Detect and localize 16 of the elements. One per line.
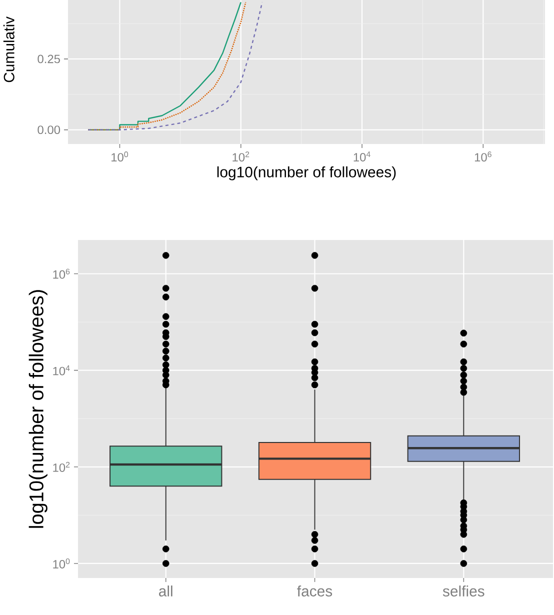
y-tick-label: 10$^{0}$: [53, 558, 70, 568]
x-tick-label: faces: [297, 586, 332, 596]
x-axis-title: log10(number of followees): [217, 166, 396, 180]
y-tick-label: 10$^{4}$: [53, 365, 70, 376]
x-tick-label: 10$^{2}$: [232, 152, 250, 162]
x-tick-label: all: [159, 586, 172, 596]
y-tick-label: 0.00: [38, 126, 60, 134]
x-tick-label: 10$^{4}$: [354, 152, 370, 162]
y-tick-label: 0.25: [38, 54, 60, 64]
y-tick-label: 10$^{6}$: [53, 268, 70, 279]
y-tick-label: 10$^{2}$: [53, 462, 70, 472]
y-axis-title: log10(number of followees): [28, 290, 48, 528]
x-tick-label: selfies: [442, 586, 484, 596]
y-axis-title: Cumulativ: [3, 16, 14, 82]
x-tick-label: 10$^{6}$: [474, 152, 492, 162]
x-tick-label: 10$^{0}$: [112, 152, 128, 162]
